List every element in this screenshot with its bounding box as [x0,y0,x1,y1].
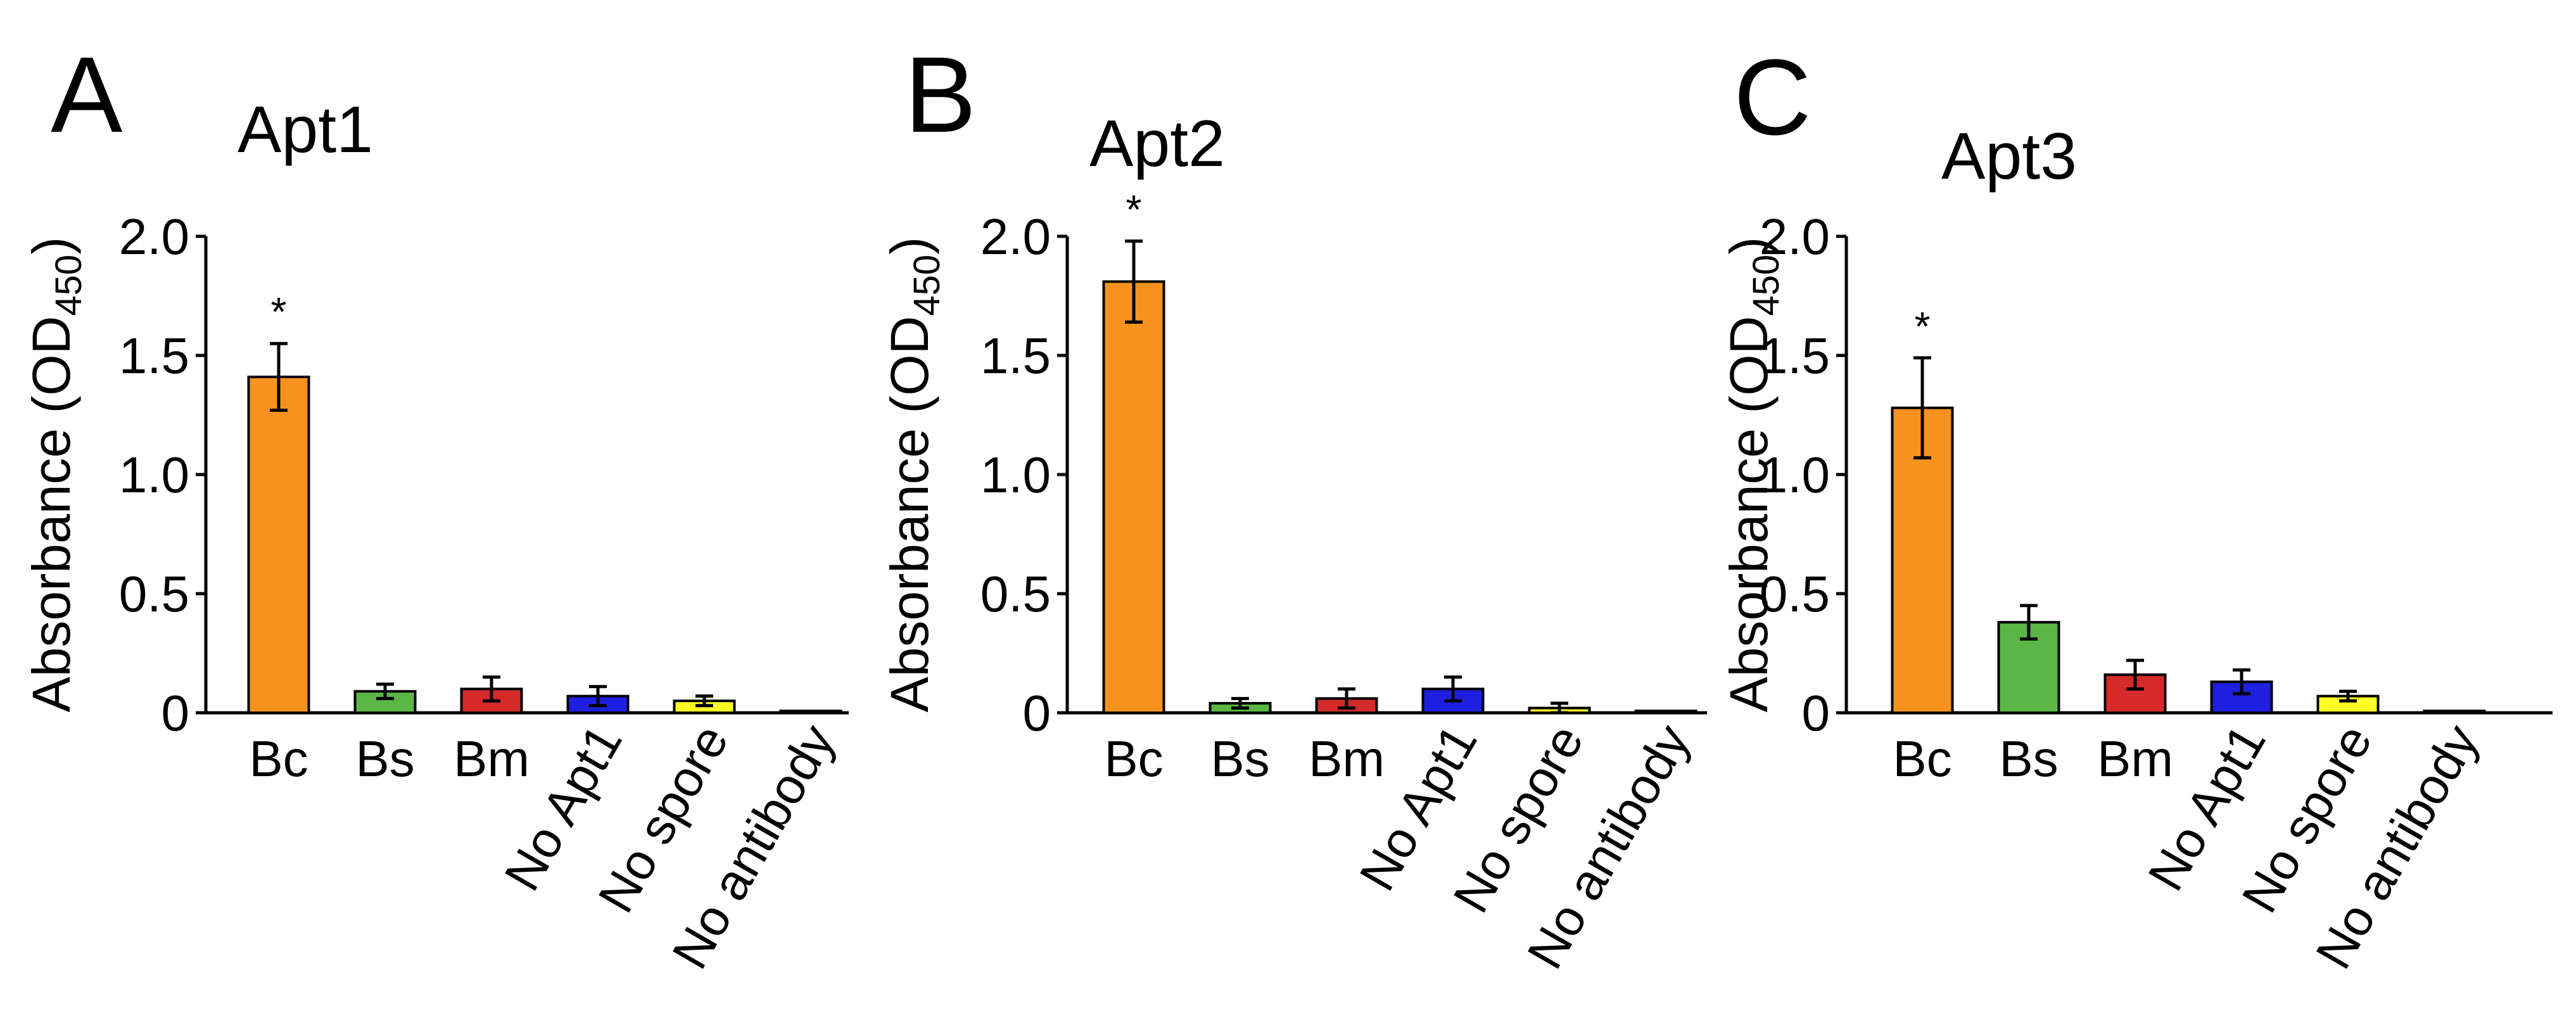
bar-no-antibody [2423,710,2486,714]
panel-c: C Apt3 Absorbance (OD450) 0 0.5 1.0 1.5 2.0 * Bc B… [1719,37,2553,978]
panel-letter: A [51,35,123,155]
bar-bc [1102,280,1165,714]
x-tick-label: Bc [1893,731,1951,787]
bar-no-antibody [1634,710,1697,714]
y-tick-label: 1.0 [1760,447,1830,503]
panel-letter: B [904,35,976,155]
y-tick-label: 1.5 [1760,328,1830,384]
x-tick-label: Bs [355,731,414,787]
x-tick-label: Bc [249,731,308,787]
y-axis-label-subscript: 450 [906,255,948,316]
x-tick-label: Bs [1999,731,2058,787]
y-tick-label: 2.0 [980,208,1051,265]
y-tick-label: 2.0 [1760,208,1830,265]
significance-marker: * [271,289,287,335]
y-axis-label: Absorbance (OD450) [880,237,948,712]
y-axis-label-main: Absorbance (OD [880,316,939,713]
panel-b: B Apt2 Absorbance (OD450) 0 0.5 1.0 1.5 2.0 * Bc B… [880,35,1707,978]
x-tick-label: Bm [2097,731,2173,787]
y-axis-label-subscript: 450 [1746,255,1787,316]
y-tick-label: 0 [1023,685,1051,741]
significance-marker: * [1126,187,1142,233]
y-tick-label: 2.0 [119,208,189,265]
significance-marker: * [1915,303,1931,349]
y-axis-label-close: ) [880,237,939,255]
bar-no-antibody [779,710,842,714]
y-tick-label: 1.5 [980,328,1051,384]
y-tick-label: 1.0 [980,447,1051,503]
y-tick-label: 0 [162,685,190,741]
bar-bc [247,375,310,714]
y-tick-label: 0.5 [1760,566,1830,622]
y-tick-label: 1.0 [119,447,189,503]
y-tick-label: 0 [1802,685,1830,741]
y-tick-label: 1.5 [119,328,189,384]
panel-letter: C [1734,37,1811,158]
x-tick-label: Bc [1104,731,1163,787]
x-tick-label: Bs [1210,731,1269,787]
y-tick-label: 0.5 [119,566,189,622]
y-axis-label: Absorbance (OD450) [22,237,89,712]
chart-title: Apt1 [238,93,373,167]
chart-title: Apt3 [1941,120,2077,193]
y-axis-label-main: Absorbance (OD [22,316,81,713]
y-axis-label-close: ) [22,237,81,255]
y-axis-label: Absorbance (OD450) [1719,237,1787,712]
x-tick-label: Bm [1309,731,1385,787]
chart-title: Apt2 [1089,107,1225,181]
panel-a: A Apt1 Absorbance (OD450) 0 0.5 1.0 1.5 2.0 * Bc B… [22,35,849,978]
y-tick-label: 0.5 [980,566,1051,622]
y-axis-label-main: Absorbance (OD [1719,316,1779,713]
y-axis-label-close: ) [1719,237,1779,255]
x-tick-label: Bm [454,731,530,787]
y-axis-label-subscript: 450 [48,255,89,316]
